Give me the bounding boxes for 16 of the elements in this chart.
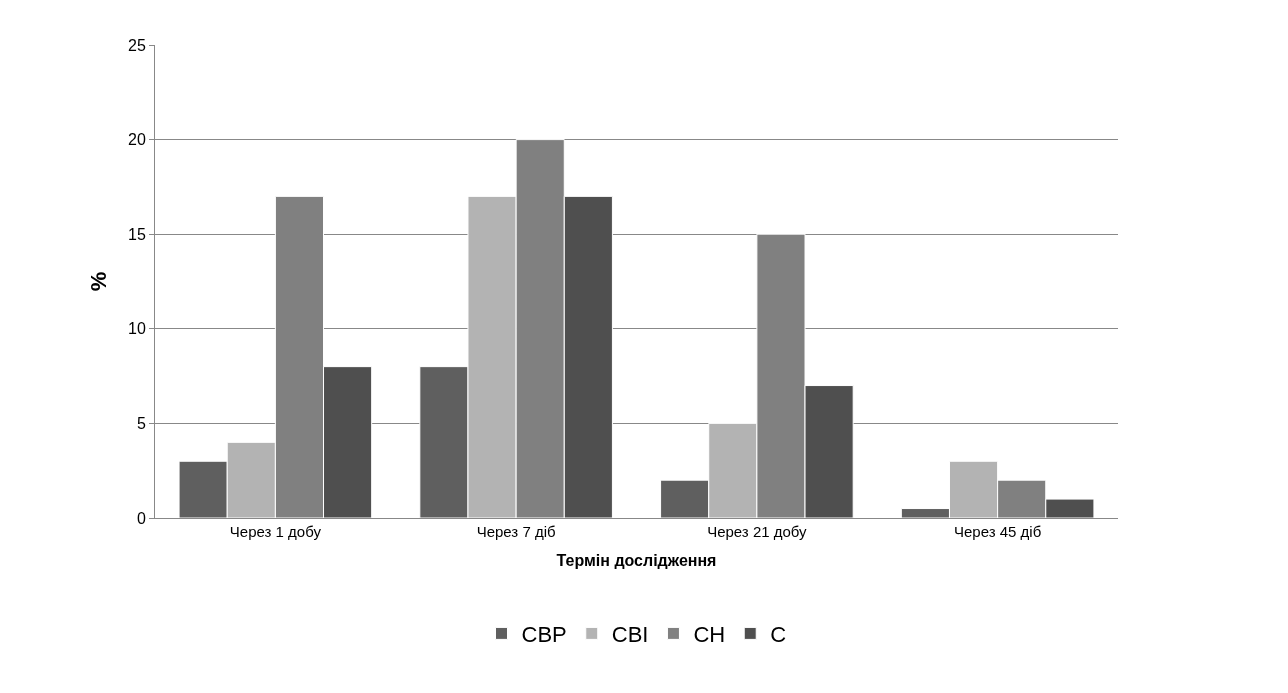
legend-label: СН [693,621,726,647]
x-axis-title: Термін дослідження [556,551,717,569]
x-tick-label: Через 21 добу [707,523,808,540]
y-tick-label: 5 [136,415,146,432]
y-tick-label: 25 [128,36,146,54]
y-tick-label: 20 [128,131,146,149]
legend-label: СВІ [611,621,649,647]
x-tick-label: Через 1 добу [229,523,322,540]
y-tick-label: 15 [128,225,146,243]
y-tick-label: 10 [128,320,146,338]
legend-label: СВР [521,621,567,647]
y-tick-label: 0 [136,509,146,527]
x-tick-label: Через 7 діб [476,523,556,540]
y-axis-title: % [85,271,111,292]
legend-label: С [770,621,787,647]
x-tick-label: Через 45 діб [953,523,1042,540]
